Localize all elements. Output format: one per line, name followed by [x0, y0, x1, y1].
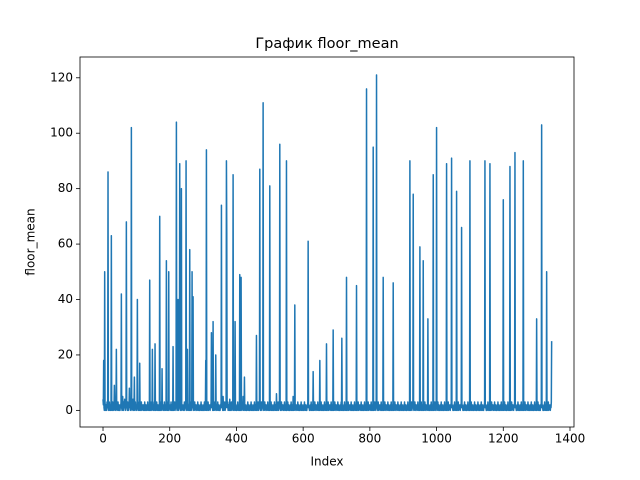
y-tick-label: 20 [58, 347, 73, 361]
y-axis-label: floor_mean [24, 208, 38, 275]
x-tick-label: 1200 [488, 432, 519, 446]
x-tick-label: 800 [358, 432, 381, 446]
plot-frame [79, 56, 575, 428]
x-tick-label: 400 [225, 432, 248, 446]
y-tick-label: 100 [50, 126, 73, 140]
data-line [102, 74, 553, 412]
y-tick-label: 60 [58, 237, 73, 251]
x-tick-label: 1400 [555, 432, 586, 446]
y-tick-label: 80 [58, 181, 73, 195]
x-tick-label: 600 [292, 432, 315, 446]
x-tick-label: 1000 [421, 432, 452, 446]
chart-title: График floor_mean [255, 36, 398, 52]
x-axis-label: Index [310, 455, 343, 469]
y-tick-label: 120 [50, 70, 73, 84]
y-tick-label: 0 [65, 403, 73, 417]
x-tick-label: 0 [99, 432, 107, 446]
y-tick-label: 40 [58, 292, 73, 306]
x-tick-label: 200 [158, 432, 181, 446]
